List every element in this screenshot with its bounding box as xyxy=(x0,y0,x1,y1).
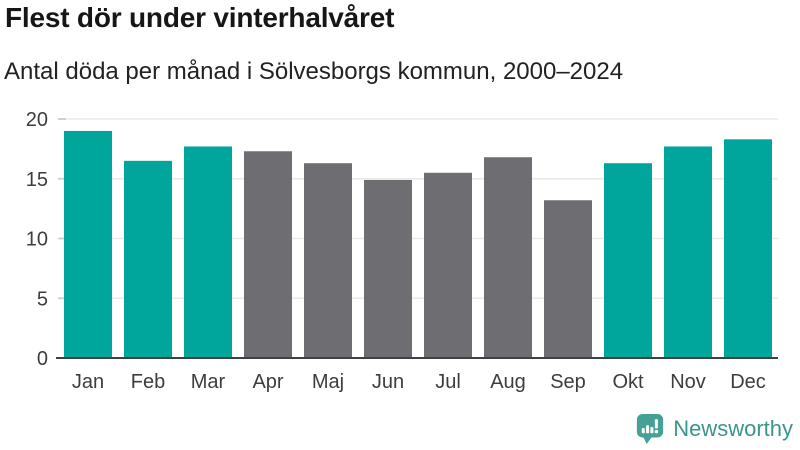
bar-maj xyxy=(304,163,352,358)
bar-aug xyxy=(484,157,532,358)
bar-nov xyxy=(664,146,712,358)
bar-jun xyxy=(364,179,412,358)
bar-apr xyxy=(244,151,292,358)
newsworthy-logo: Newsworthy xyxy=(635,412,793,446)
bar-mar xyxy=(184,146,232,358)
bar-okt xyxy=(604,163,652,358)
bar-dec xyxy=(724,139,772,358)
x-tick-label: Feb xyxy=(131,371,165,393)
x-tick-label: Nov xyxy=(670,371,706,393)
bar-jan xyxy=(64,130,112,358)
y-tick-label: 20 xyxy=(26,109,48,131)
x-tick-label: Apr xyxy=(252,371,283,393)
x-tick-label: Jan xyxy=(72,371,104,393)
newsworthy-logo-icon xyxy=(637,414,664,444)
x-tick-label: Okt xyxy=(612,371,644,393)
chart-subtitle: Antal döda per månad i Sölvesborgs kommu… xyxy=(4,58,624,85)
y-tick-label: 10 xyxy=(26,229,48,251)
bar-jul xyxy=(424,172,472,358)
x-tick-label: Sep xyxy=(550,371,586,393)
x-tick-label: Maj xyxy=(312,371,344,393)
x-tick-label: Aug xyxy=(490,371,526,393)
newsworthy-logo-text: Newsworthy xyxy=(673,416,793,441)
x-tick-label: Jun xyxy=(372,371,404,393)
x-tick-label: Mar xyxy=(191,371,226,393)
bar-sep xyxy=(544,200,592,358)
y-tick-label: 5 xyxy=(37,288,48,310)
y-tick-label: 15 xyxy=(26,169,48,191)
x-tick-label: Dec xyxy=(730,371,766,393)
bar-feb xyxy=(124,160,172,358)
x-tick-label: Jul xyxy=(435,371,461,393)
y-tick-label: 0 xyxy=(37,348,48,370)
chart-title: Flest dör under vinterhalvåret xyxy=(5,2,395,33)
